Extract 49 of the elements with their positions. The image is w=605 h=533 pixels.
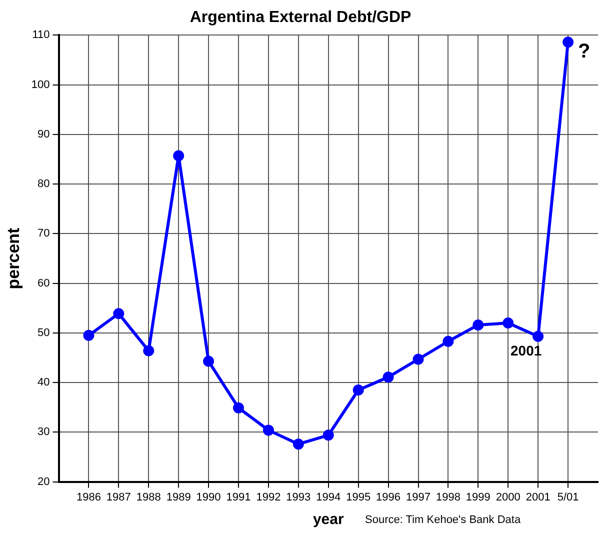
x-tick-label: 1994: [316, 491, 341, 504]
point: [562, 36, 574, 48]
source-note: Source: Tim Kehoe's Bank Data: [365, 514, 521, 526]
point: [352, 384, 364, 396]
point: [83, 330, 94, 341]
y-tick-label: 70: [38, 228, 50, 240]
x-tick-label: 1996: [376, 491, 401, 504]
y-tick-label: 100: [31, 78, 50, 91]
y-tick-label: 50: [38, 326, 50, 339]
x-tick-label: 1988: [136, 491, 161, 504]
point: [442, 336, 454, 347]
y-tick-label: 90: [38, 128, 50, 140]
point: [292, 438, 304, 450]
point: [502, 318, 514, 329]
x-tick-label: 1986: [76, 491, 101, 504]
x-tick-label: 1990: [196, 491, 221, 504]
x-tick-label: 1993: [286, 491, 311, 504]
point: [203, 356, 214, 367]
annotation: ?: [578, 40, 590, 63]
x-tick-label: 1989: [166, 491, 191, 504]
y-tick-label: 110: [32, 29, 50, 42]
x-tick-label: 1997: [406, 491, 430, 504]
x-tick-label: 2000: [496, 491, 520, 504]
point: [173, 150, 184, 162]
y-tick-label: 30: [38, 426, 50, 438]
point: [113, 308, 124, 320]
x-axis-title: year: [312, 511, 344, 528]
x-tick-label: 5/01: [557, 491, 579, 504]
point: [233, 402, 244, 414]
x-tick-label: 1998: [436, 491, 460, 504]
y-tick-label: 40: [38, 376, 50, 389]
x-tick-label: 1999: [466, 491, 490, 504]
x-tick-label: 1991: [226, 491, 251, 504]
y-tick-label: 60: [38, 277, 50, 290]
y-axis-title: percent: [4, 227, 23, 290]
chart-title: Argentina External Debt/GDP: [190, 9, 412, 26]
point: [143, 345, 154, 356]
x-tick-label: 2001: [526, 491, 550, 504]
x-tick-label: 1992: [256, 491, 281, 504]
y-tick-label: 20: [38, 476, 50, 488]
y-tick-label: 80: [38, 178, 50, 190]
x-tick-label: 1987: [106, 491, 131, 504]
x-tick-label: 1995: [346, 491, 371, 504]
point: [262, 424, 274, 436]
point: [322, 430, 334, 441]
point: [532, 330, 544, 342]
point: [472, 319, 484, 330]
point: [382, 372, 394, 383]
point: [412, 354, 424, 365]
